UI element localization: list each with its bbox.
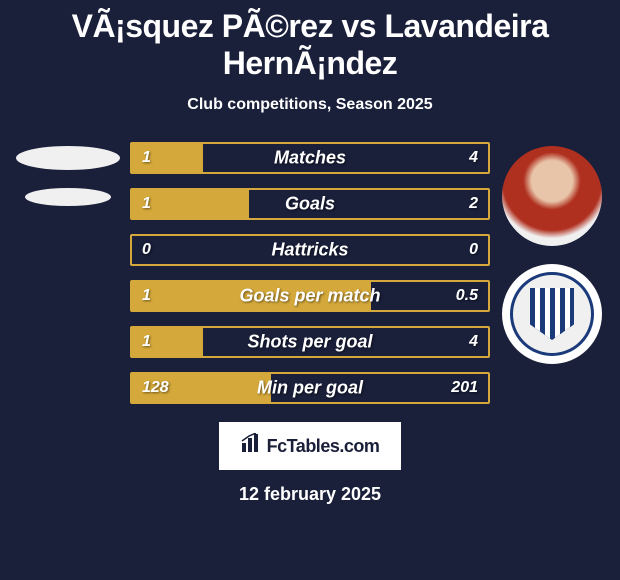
footer-logo[interactable]: FcTables.com	[219, 422, 401, 470]
comparison-row: 1 Matches 4 1 Goals 2 0 Hattricks 0 1 Goals per ma…	[0, 142, 620, 404]
left-club-placeholder	[25, 188, 111, 206]
stats-bars: 1 Matches 4 1 Goals 2 0 Hattricks 0 1 Goals per ma…	[128, 142, 492, 404]
stat-bar: 1 Shots per goal 4	[130, 326, 490, 358]
stat-label: Goals	[285, 194, 335, 215]
stat-bar: 128 Min per goal 201	[130, 372, 490, 404]
stat-value-right: 4	[469, 149, 478, 167]
stat-value-right: 0	[469, 241, 478, 259]
stat-bar: 0 Hattricks 0	[130, 234, 490, 266]
stat-value-left: 1	[142, 195, 151, 213]
stat-value-left: 128	[142, 379, 169, 397]
footer-logo-text: FcTables.com	[267, 436, 380, 457]
page-title: VÃ¡squez PÃ©rez vs Lavandeira HernÃ¡ndez	[0, 8, 620, 82]
stat-value-left: 0	[142, 241, 151, 259]
stat-label: Matches	[274, 148, 346, 169]
right-avatar-column	[492, 142, 612, 364]
stat-label: Min per goal	[257, 378, 363, 399]
stat-value-right: 0.5	[456, 287, 478, 305]
stat-value-right: 201	[451, 379, 478, 397]
right-club-badge	[502, 264, 602, 364]
stat-label: Hattricks	[271, 240, 348, 261]
stat-value-right: 4	[469, 333, 478, 351]
stat-bar: 1 Matches 4	[130, 142, 490, 174]
chart-icon	[241, 433, 263, 459]
left-avatar-column	[8, 142, 128, 206]
stat-bar: 1 Goals 2	[130, 188, 490, 220]
stat-value-left: 1	[142, 333, 151, 351]
right-player-photo	[502, 146, 602, 246]
footer-date: 12 february 2025	[239, 484, 381, 505]
stat-value-left: 1	[142, 287, 151, 305]
stat-bar: 1 Goals per match 0.5	[130, 280, 490, 312]
stat-value-left: 1	[142, 149, 151, 167]
stat-label: Shots per goal	[247, 332, 372, 353]
left-player-placeholder	[16, 146, 120, 170]
stat-value-right: 2	[469, 195, 478, 213]
subtitle: Club competitions, Season 2025	[187, 96, 432, 114]
stat-label: Goals per match	[239, 286, 380, 307]
